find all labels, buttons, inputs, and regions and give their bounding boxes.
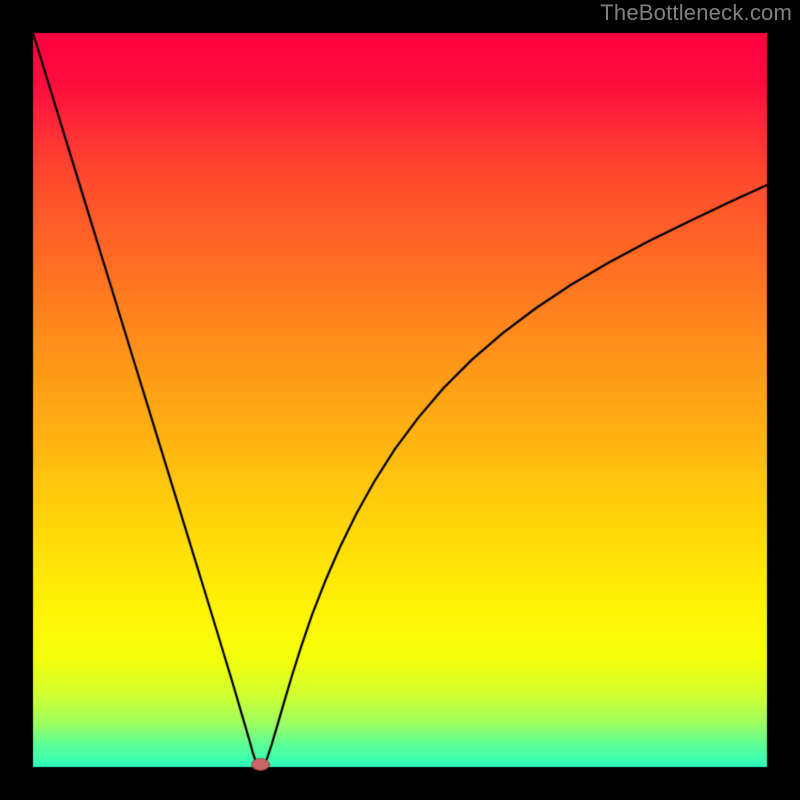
chart-stage: TheBottleneck.com — [0, 0, 800, 800]
watermark-label: TheBottleneck.com — [600, 0, 792, 26]
bottleneck-curve-chart — [0, 0, 800, 800]
